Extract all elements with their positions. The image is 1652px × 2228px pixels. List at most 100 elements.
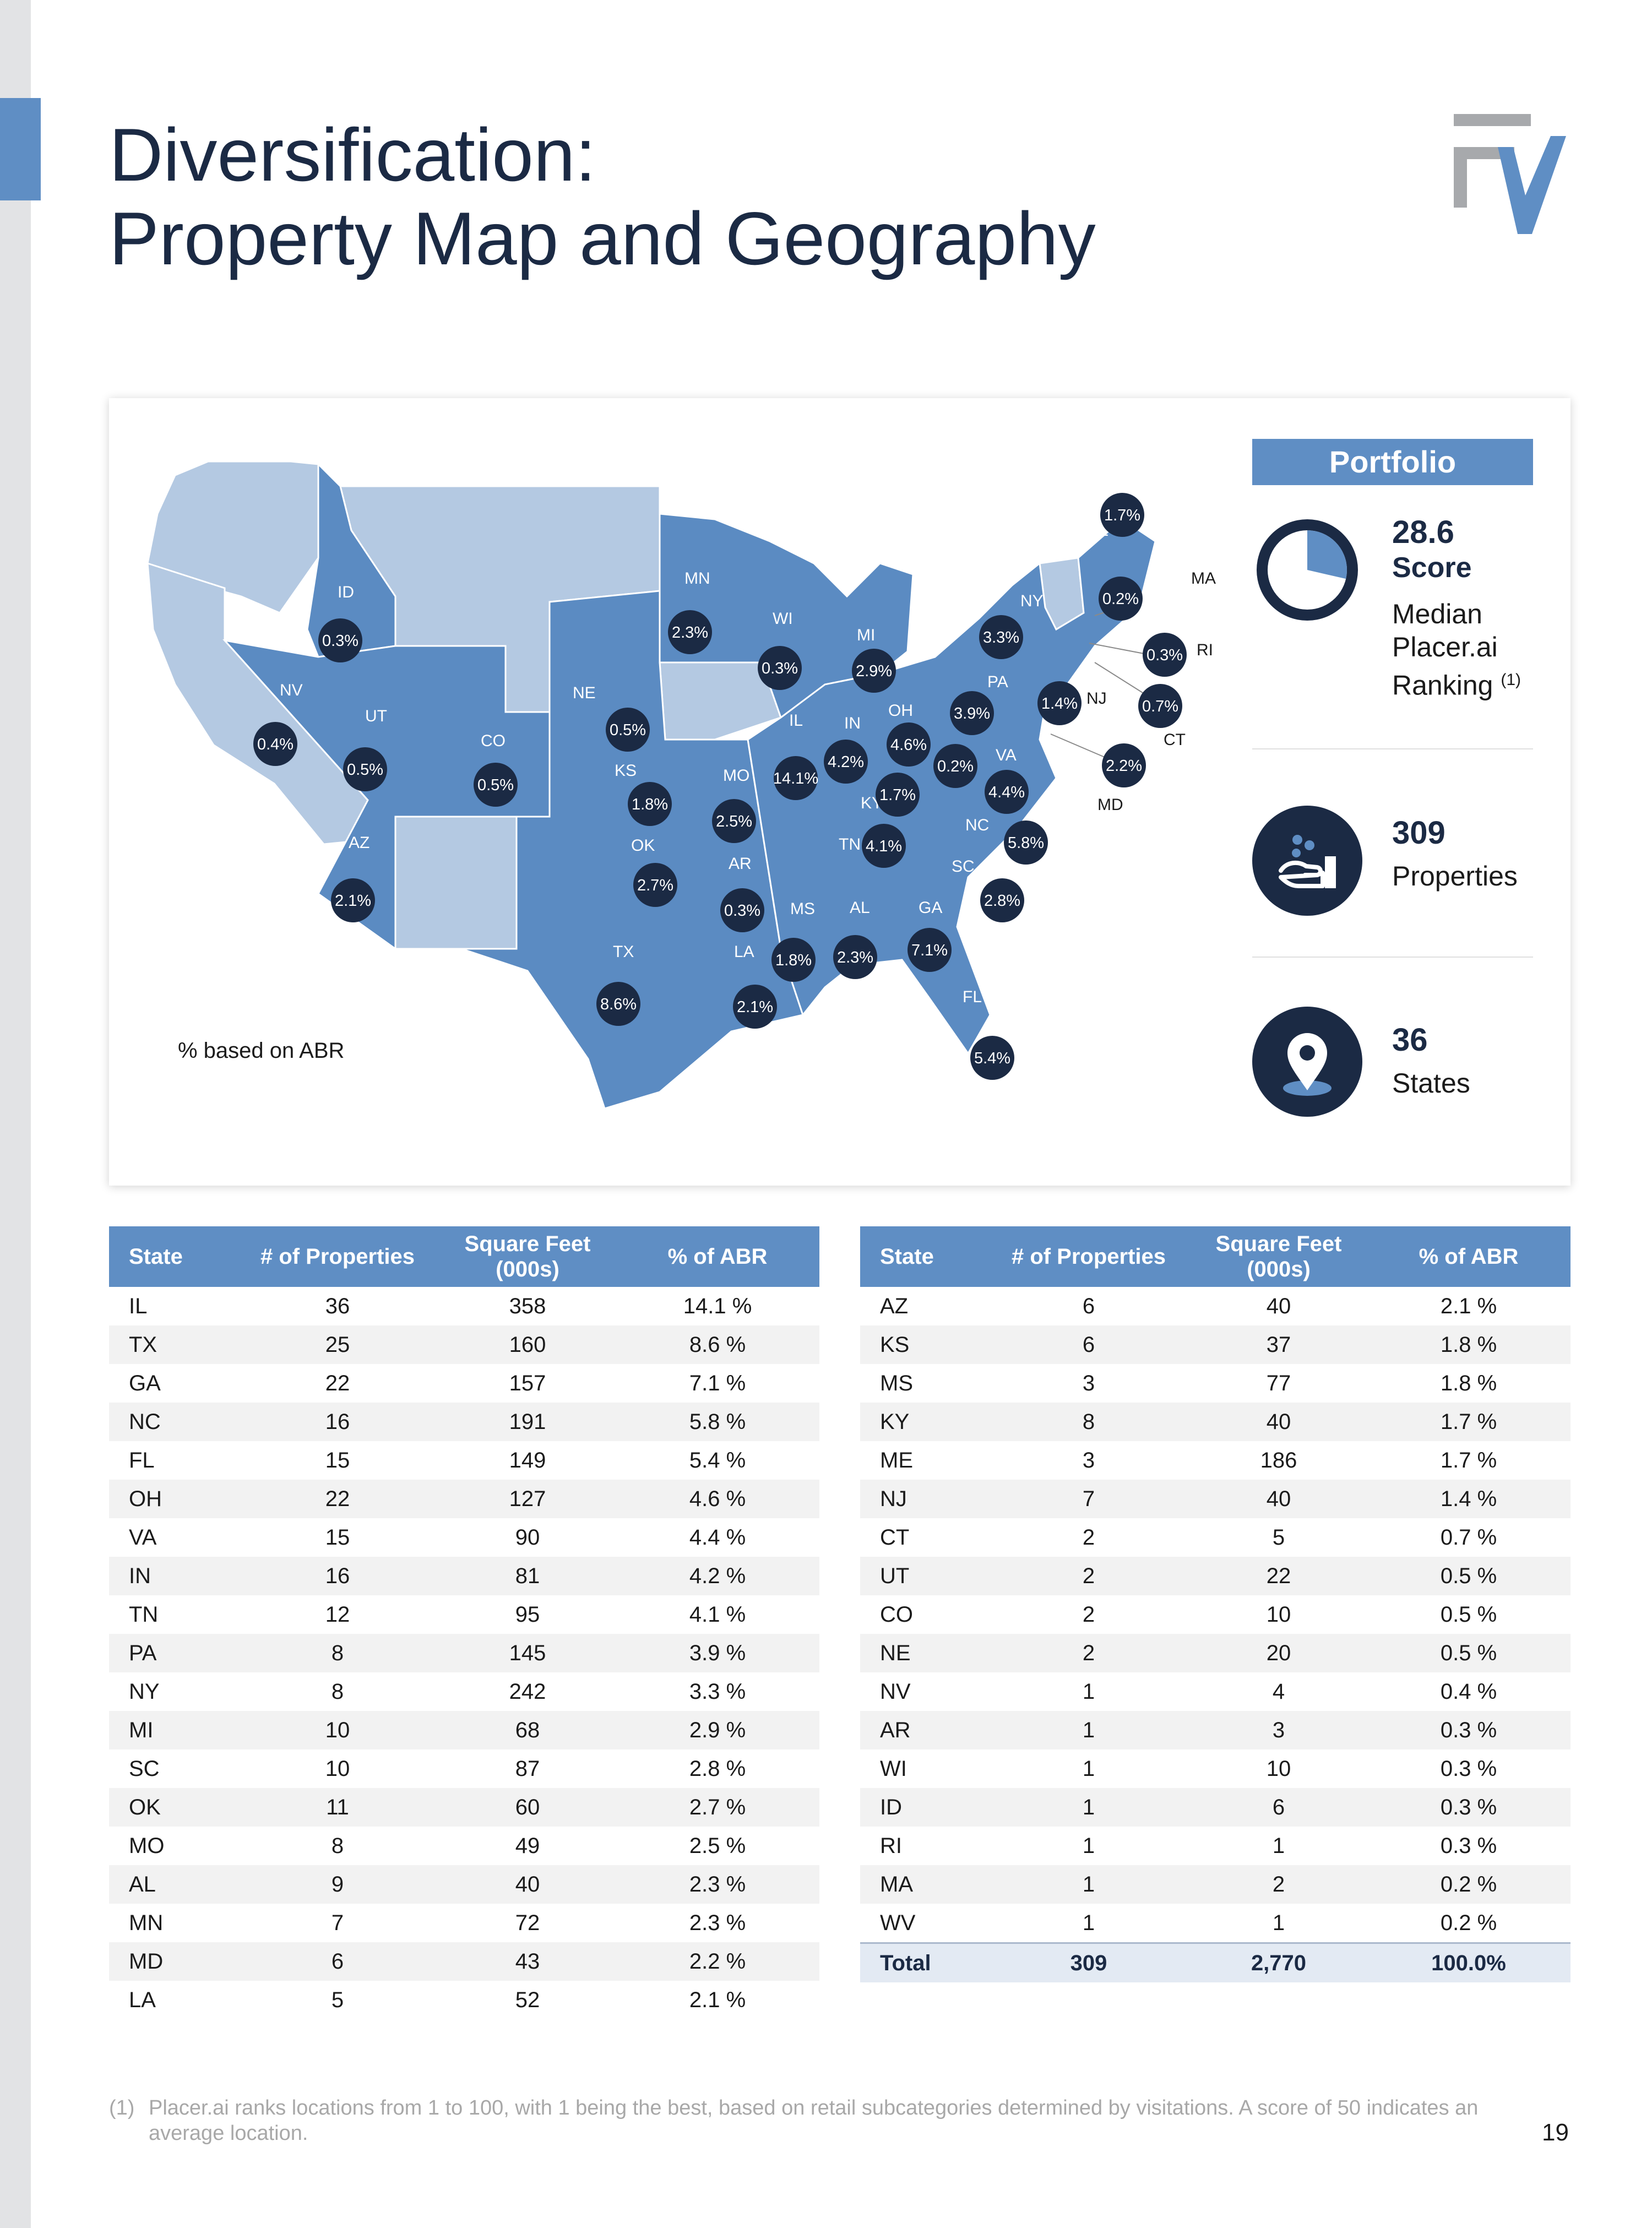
state-region-wa-or xyxy=(146,460,319,614)
cell-state: KS xyxy=(860,1325,987,1364)
cell-sqft: 68 xyxy=(439,1711,616,1749)
cell-properties: 2 xyxy=(987,1557,1191,1595)
state-label-pa: PA xyxy=(987,673,1008,691)
col-header-properties: # of Properties xyxy=(987,1226,1191,1287)
cell-properties: 7 xyxy=(331,1910,344,1935)
state-label-la: LA xyxy=(734,943,754,961)
state-label-wi: WI xyxy=(773,610,793,628)
left-rail xyxy=(0,0,31,2228)
state-label-ar: AR xyxy=(729,855,752,873)
cell-sqft: 127 xyxy=(439,1480,616,1518)
cell-sqft: 149 xyxy=(509,1448,546,1472)
state-region-ca xyxy=(146,562,380,845)
abr-value-id: 0.3% xyxy=(322,632,358,650)
cell-state: NC xyxy=(109,1403,236,1441)
table-row: OH 22 127 4.6 % xyxy=(109,1480,819,1518)
cell-abr: 8.6 % xyxy=(616,1325,819,1364)
states-label: States xyxy=(1392,1068,1470,1099)
abr-value-ks: 1.8% xyxy=(632,796,668,813)
abr-value-mi: 2.9% xyxy=(856,662,892,680)
cell-sqft: 49 xyxy=(515,1833,540,1858)
abr-bubble-me xyxy=(1100,493,1144,537)
cell-abr: 4.2 % xyxy=(616,1557,819,1595)
abr-value-ok: 2.7% xyxy=(637,877,673,894)
cell-abr: 1.4 % xyxy=(1367,1480,1571,1518)
col-header-state: State xyxy=(109,1226,236,1287)
cell-state: AL xyxy=(109,1865,236,1904)
col-header-abr: % of ABR xyxy=(616,1226,819,1287)
table-total-row: Total 309 2,770 100.0% xyxy=(860,1942,1571,1982)
abr-bubble-ar xyxy=(720,888,764,932)
cell-abr: 2.1 % xyxy=(689,1987,746,2012)
cell-sqft: 5 xyxy=(1272,1525,1285,1550)
cell-state: PA xyxy=(109,1634,236,1672)
abr-value-ga: 7.1% xyxy=(911,942,948,959)
cell-abr: 0.3 % xyxy=(1367,1788,1571,1827)
cell-properties: 1 xyxy=(1082,1679,1095,1704)
score-footnote-ref: (1) xyxy=(1501,671,1521,689)
cell-state: MD xyxy=(109,1942,236,1981)
abr-bubble-fl xyxy=(970,1036,1014,1080)
abr-bubble-nj xyxy=(1037,681,1082,725)
stat-divider xyxy=(1252,957,1533,958)
cell-properties: 8 xyxy=(987,1403,1191,1441)
table-row: ID 1 6 0.3 % xyxy=(860,1788,1571,1827)
state-label-oh: OH xyxy=(888,702,913,720)
table-row: RI 1 1 0.3 % xyxy=(860,1827,1571,1865)
abr-value-ut: 0.5% xyxy=(347,761,383,779)
score-desc-line-1: Median xyxy=(1392,599,1482,629)
state-label-in: IN xyxy=(844,714,861,732)
cell-properties: 10 xyxy=(236,1711,439,1749)
abr-bubble-ny xyxy=(979,615,1023,659)
cell-sqft: 37 xyxy=(1191,1325,1367,1364)
cell-abr: 5.4 % xyxy=(689,1448,746,1472)
cell-state: WI xyxy=(880,1756,907,1781)
table-row: TN 12 95 4.1 % xyxy=(109,1595,819,1634)
cell-abr: 3.3 % xyxy=(689,1679,746,1704)
state-label-al: AL xyxy=(850,899,870,917)
abr-value-wv: 0.2% xyxy=(937,758,974,775)
map-note: % based on ABR xyxy=(178,1039,345,1063)
state-label-ny: NY xyxy=(1020,592,1044,610)
cell-sqft: 2 xyxy=(1191,1865,1367,1904)
portfolio-heading: Portfolio xyxy=(1252,439,1533,485)
left-accent-bar xyxy=(0,98,41,200)
cell-abr: 2.9 % xyxy=(616,1711,819,1749)
cell-sqft: 90 xyxy=(515,1525,540,1550)
cell-properties: 15 xyxy=(325,1525,350,1550)
cell-sqft: 3 xyxy=(1191,1711,1367,1749)
col-header-sqft: Square Feet (000s) xyxy=(439,1226,616,1287)
cell-properties: 11 xyxy=(236,1788,439,1827)
abr-value-tx: 8.6% xyxy=(600,996,637,1013)
cell-sqft: 52 xyxy=(515,1987,540,2012)
cell-properties: 10 xyxy=(325,1756,350,1781)
leader-line-ri xyxy=(1089,643,1150,655)
cell-abr: 0.2 % xyxy=(1367,1865,1571,1904)
abr-bubble-sc xyxy=(980,878,1024,922)
state-label-nc: NC xyxy=(965,816,989,834)
table-row: WV 1 1 0.2 % xyxy=(860,1904,1571,1943)
table-row: CT 2 5 0.7 % xyxy=(860,1518,1571,1557)
abr-bubble-il xyxy=(774,756,818,800)
cell-abr: 1.8 % xyxy=(1367,1325,1571,1364)
abr-bubble-ne xyxy=(606,708,650,752)
cell-properties: 1 xyxy=(987,1711,1191,1749)
cell-properties: 25 xyxy=(236,1325,439,1364)
state-table-right: State # of Properties Square Feet (000s) … xyxy=(860,1226,1571,1982)
abr-bubble-ma xyxy=(1099,577,1143,621)
score-pie-slice xyxy=(1307,530,1347,579)
map-abr-bubbles: 0.3% 0.4% 0.5% 0.5% 2.1% 0.5% 1.8% 2.7% 8.6% 2.3%… xyxy=(253,493,1187,1080)
cell-state: MI xyxy=(109,1711,236,1749)
table-row: OK 11 60 2.7 % xyxy=(109,1788,819,1827)
cell-properties: 2 xyxy=(1082,1602,1095,1627)
cell-abr: 7.1 % xyxy=(689,1371,746,1395)
abr-value-in: 4.2% xyxy=(828,753,864,771)
abr-value-nj: 1.4% xyxy=(1041,695,1078,713)
table-row: NC 16 191 5.8 % xyxy=(109,1403,819,1441)
cell-properties: 6 xyxy=(236,1942,439,1981)
state-label-mo: MO xyxy=(723,767,749,785)
state-label-md: MD xyxy=(1097,796,1123,814)
cell-abr: 0.2 % xyxy=(1440,1910,1497,1935)
state-label-ks: KS xyxy=(615,762,637,780)
state-label-il: IL xyxy=(789,711,803,730)
